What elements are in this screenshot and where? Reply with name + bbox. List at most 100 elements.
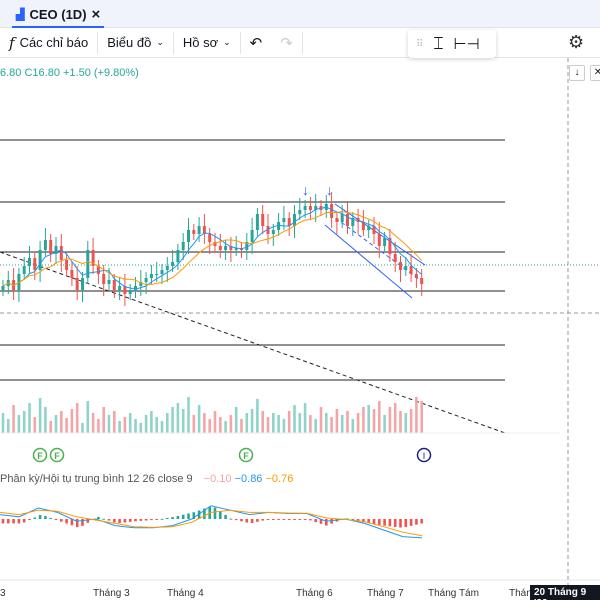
candle-body [65, 260, 69, 270]
date-range-icon[interactable]: ⊢⊣ [453, 36, 480, 53]
macd-histogram-bar [213, 507, 217, 519]
toolbar: f Các chỉ báo Biểu đồ ⌄ Hồ sơ ⌄ ↶ ↷ ⚙ [0, 28, 600, 58]
volume-bar [155, 417, 158, 433]
candle-body [409, 266, 413, 274]
price-range-icon[interactable]: ⌶ [433, 34, 444, 53]
volume-bar [298, 413, 302, 433]
volume-bar [266, 417, 270, 433]
x-label: 3 [0, 588, 6, 599]
financial-event-label: F [54, 451, 60, 461]
volume-bar [415, 397, 418, 433]
candle-body [149, 274, 153, 278]
volume-bar [282, 419, 286, 433]
volume-bar [335, 409, 339, 433]
volume-bar [12, 405, 15, 433]
macd-histogram-bar [367, 519, 370, 524]
macd-histogram-bar [383, 519, 386, 526]
macd-histogram-bar [155, 519, 158, 520]
macd-histogram-bar [166, 517, 169, 519]
candle-body [298, 210, 302, 214]
redo-button[interactable]: ↷ [271, 31, 303, 54]
macd-histogram-bar [420, 519, 423, 524]
tab-ceo[interactable]: ▟ CEO (1D) × [12, 2, 105, 28]
price-chart[interactable]: ↓ ↓ F F F I [0, 58, 600, 585]
volume-bar [378, 401, 381, 433]
candle-body [202, 226, 206, 234]
x-label: Tháng 6 [296, 588, 333, 599]
volume-bar [356, 413, 360, 433]
volume-bar [113, 411, 116, 433]
macd-histogram-bar [81, 519, 84, 526]
volume-bar [367, 405, 370, 433]
volume-bar [86, 401, 90, 433]
drag-handle-icon[interactable]: ⠿ [416, 38, 424, 50]
volume-bar [49, 421, 52, 433]
candle-body [134, 286, 137, 290]
macd-histogram-bar [372, 519, 376, 525]
collapse-icon[interactable]: ✕ [590, 65, 600, 81]
volume-bar [33, 417, 37, 433]
candle-body [330, 204, 334, 218]
volume-bar [65, 418, 68, 433]
volume-bar [107, 415, 111, 433]
chevron-down-icon: ⌄ [156, 37, 164, 47]
volume-bar [293, 405, 296, 433]
candle-body [70, 270, 74, 278]
indicators-button[interactable]: f Các chỉ báo [0, 31, 99, 54]
candle-body [208, 234, 212, 242]
candle-body [43, 240, 47, 250]
candle-body [282, 218, 286, 222]
macd-histogram-bar [70, 519, 74, 526]
volume-bar [123, 417, 127, 433]
chart-type-button[interactable]: Biểu đồ ⌄ [98, 31, 174, 54]
macd-histogram-bar [86, 519, 90, 523]
info-event-marker [416, 447, 432, 463]
candle-body [377, 234, 381, 246]
candle-body [192, 230, 196, 234]
volume-bar [144, 415, 148, 433]
macd-label: Phân kỳ/Hội tụ trung bình 12 26 close 9 [0, 473, 193, 485]
candle-body [351, 218, 355, 226]
ma-slow-line [2, 210, 423, 287]
macd-histogram-bar [287, 519, 291, 520]
volume-bar [197, 405, 201, 433]
volume-bar [383, 415, 386, 433]
candle-body [155, 274, 159, 275]
profile-button[interactable]: Hồ sơ ⌄ [174, 31, 241, 54]
settings-gear-icon[interactable]: ⚙ [568, 32, 585, 52]
macd-histogram-bar [351, 519, 355, 520]
close-icon[interactable]: × [91, 5, 101, 23]
macd-histogram-bar [409, 519, 413, 526]
macd-histogram-bar [362, 519, 365, 523]
volume-bar [208, 419, 211, 433]
x-label: Tháng 4 [167, 588, 204, 599]
volume-bar [150, 411, 153, 433]
indicators-label: Các chỉ báo [19, 35, 89, 50]
volume-bar [38, 398, 42, 433]
ohlc-legend: 6.80 C16.80 +1.50 (+9.80%) [0, 67, 139, 79]
volume-bar [28, 403, 31, 433]
candle-body [112, 280, 116, 290]
macd-histogram-bar [356, 519, 360, 522]
macd-histogram-bar [60, 519, 63, 522]
ma-fast-line [2, 206, 423, 290]
financial-event-label: F [243, 451, 249, 461]
volume-bar [7, 419, 10, 433]
macd-histogram-bar [197, 510, 201, 519]
candle-body [393, 254, 397, 262]
undo-button[interactable]: ↶ [249, 34, 263, 52]
macd-histogram-bar [49, 517, 52, 519]
macd-legend: Phân kỳ/Hội tụ trung bình 12 26 close 9 … [0, 473, 293, 485]
info-event-label: I [423, 451, 426, 461]
volume-bar [44, 407, 47, 433]
chart-label: Biểu đồ [107, 35, 152, 50]
candle-body [171, 262, 175, 266]
volume-bar [303, 403, 307, 433]
macd-histogram-bar [107, 519, 111, 521]
macd-histogram-bar [319, 519, 323, 524]
volume-bar [346, 411, 349, 433]
scroll-down-icon[interactable]: ↓ [569, 65, 585, 81]
candle-body [187, 230, 190, 242]
financial-event-marker [49, 447, 65, 463]
candle-body [372, 226, 376, 234]
